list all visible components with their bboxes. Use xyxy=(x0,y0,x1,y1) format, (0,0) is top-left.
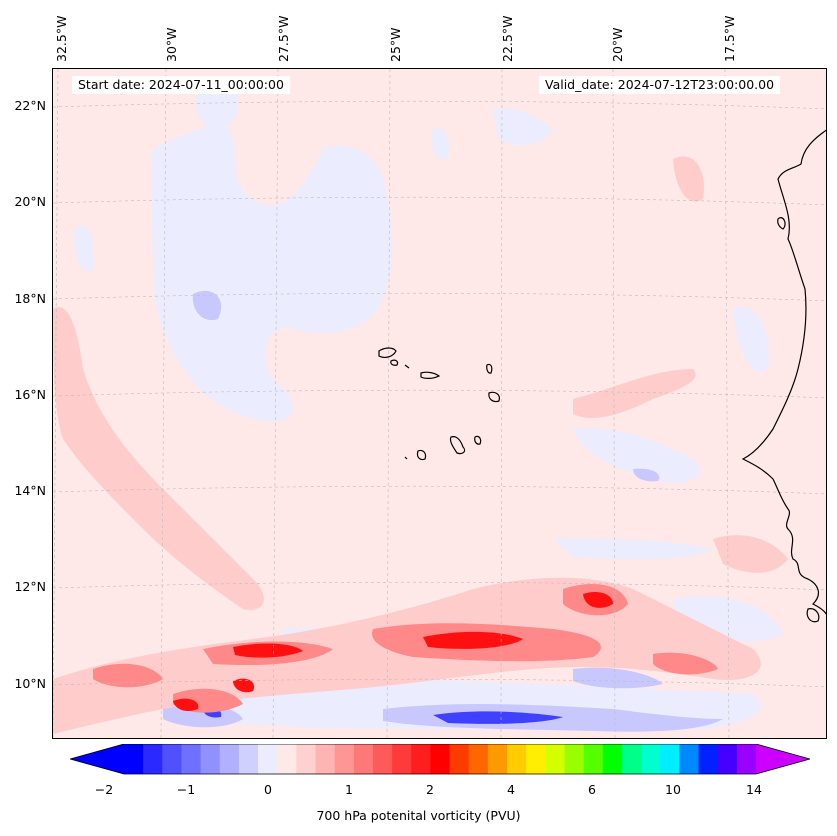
colorbar-under-arrow xyxy=(70,744,124,774)
african-coastline xyxy=(741,129,826,623)
colorbar-segment xyxy=(698,744,719,774)
colorbar-over-arrow xyxy=(756,744,810,774)
colorbar-segment xyxy=(411,744,431,774)
colorbar-segment xyxy=(277,744,297,774)
cb-tick-10: 10 xyxy=(665,782,681,797)
colorbar-segment xyxy=(258,744,278,774)
colorbar-segment xyxy=(372,744,393,774)
lon-label-25w: 25°W xyxy=(388,27,403,62)
colorbar-segment xyxy=(162,744,182,774)
colorbar-segment xyxy=(181,744,202,774)
colorbar-segment xyxy=(602,744,623,774)
colorbar-segment xyxy=(526,744,546,774)
colorbar xyxy=(70,744,810,775)
lon-label-30w: 30°W xyxy=(164,27,179,62)
cb-tick-4: 4 xyxy=(507,782,515,797)
lat-label-18n: 18°N xyxy=(14,291,46,306)
cb-tick-neg1: −1 xyxy=(176,782,196,797)
colorbar-segment xyxy=(564,744,585,774)
colorbar-segment xyxy=(334,744,355,774)
cb-tick-neg2: −2 xyxy=(94,782,114,797)
lon-label-22-5w: 22.5°W xyxy=(500,15,515,62)
lat-label-14n: 14°N xyxy=(14,483,46,498)
colorbar-segment xyxy=(296,744,317,774)
colorbar-outline xyxy=(70,744,810,775)
colorbar-segment xyxy=(124,744,144,774)
lon-label-17-5w: 17.5°W xyxy=(722,15,737,62)
pv-contour-map xyxy=(53,69,826,738)
colorbar-segment xyxy=(641,744,661,774)
lat-label-20n: 20°N xyxy=(14,194,46,209)
colorbar-segment xyxy=(545,744,565,774)
colorbar-segment xyxy=(200,744,221,774)
valid-date-label: Valid_date: 2024-07-12T23:00:00.00 xyxy=(539,76,781,94)
cb-tick-1: 1 xyxy=(345,782,353,797)
lon-label-20w: 20°W xyxy=(610,27,625,62)
colorbar-label: 700 hPa potenital vorticity (PVU) xyxy=(316,808,521,823)
colorbar-segment xyxy=(679,744,700,774)
positive-pv-strong-regions xyxy=(173,592,613,712)
colorbar-segment xyxy=(583,744,604,774)
colorbar-segment xyxy=(143,744,163,774)
cb-tick-14: 14 xyxy=(746,782,762,797)
cb-tick-2: 2 xyxy=(426,782,434,797)
lat-label-22n: 22°N xyxy=(14,98,46,113)
graticule xyxy=(53,69,826,738)
map-panel[interactable] xyxy=(52,68,827,739)
colorbar-segment xyxy=(392,744,412,774)
colorbar-segment xyxy=(507,744,527,774)
cb-tick-0: 0 xyxy=(264,782,272,797)
cape-verde-islands xyxy=(378,347,500,461)
colorbar-segment xyxy=(660,744,680,774)
colorbar-segment xyxy=(219,744,240,774)
colorbar-segment xyxy=(315,744,336,774)
cb-tick-6: 6 xyxy=(588,782,596,797)
colorbar-segment xyxy=(449,744,470,774)
colorbar-segment xyxy=(717,744,738,774)
lat-label-10n: 10°N xyxy=(14,676,46,691)
lat-label-12n: 12°N xyxy=(14,579,46,594)
colorbar-segment xyxy=(430,744,451,774)
colorbar-segment xyxy=(353,744,374,774)
colorbar-segment xyxy=(487,744,508,774)
colorbar-segment xyxy=(621,744,642,774)
colorbar-segment xyxy=(468,744,489,774)
start-date-label: Start date: 2024-07-11_00:00:00 xyxy=(72,76,290,94)
lon-label-27-5w: 27.5°W xyxy=(276,15,291,62)
colorbar-segment xyxy=(238,744,259,774)
lon-label-32-5w: 32.5°W xyxy=(54,15,69,62)
lat-label-16n: 16°N xyxy=(14,387,46,402)
colorbar-segment xyxy=(736,744,757,774)
